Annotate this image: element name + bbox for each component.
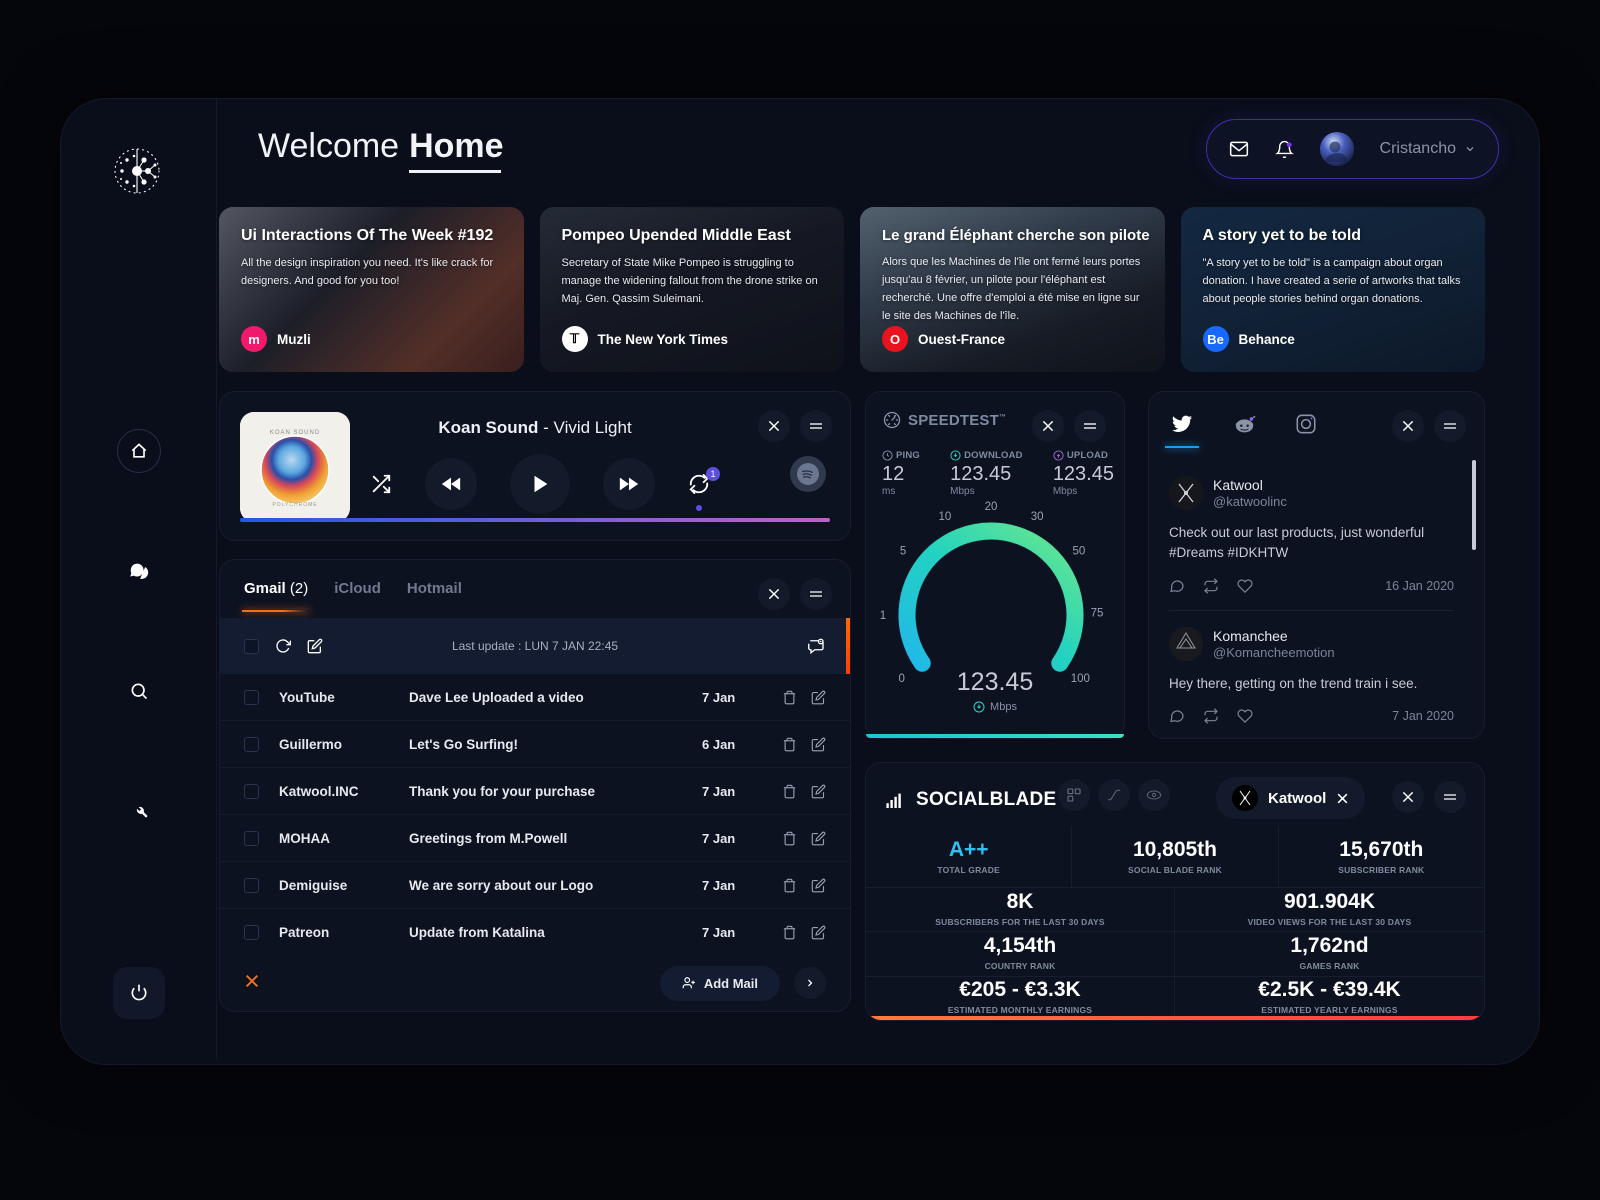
svg-text:10: 10: [939, 511, 952, 523]
svg-text:50: 50: [1073, 546, 1086, 558]
svg-text:5: 5: [900, 546, 906, 558]
svg-text:20: 20: [985, 501, 998, 513]
svg-text:POLYCHROME: POLYCHROME: [272, 502, 317, 508]
svg-text:1: 1: [880, 610, 886, 622]
svg-text:75: 75: [1091, 608, 1104, 620]
svg-text:30: 30: [1031, 511, 1044, 523]
